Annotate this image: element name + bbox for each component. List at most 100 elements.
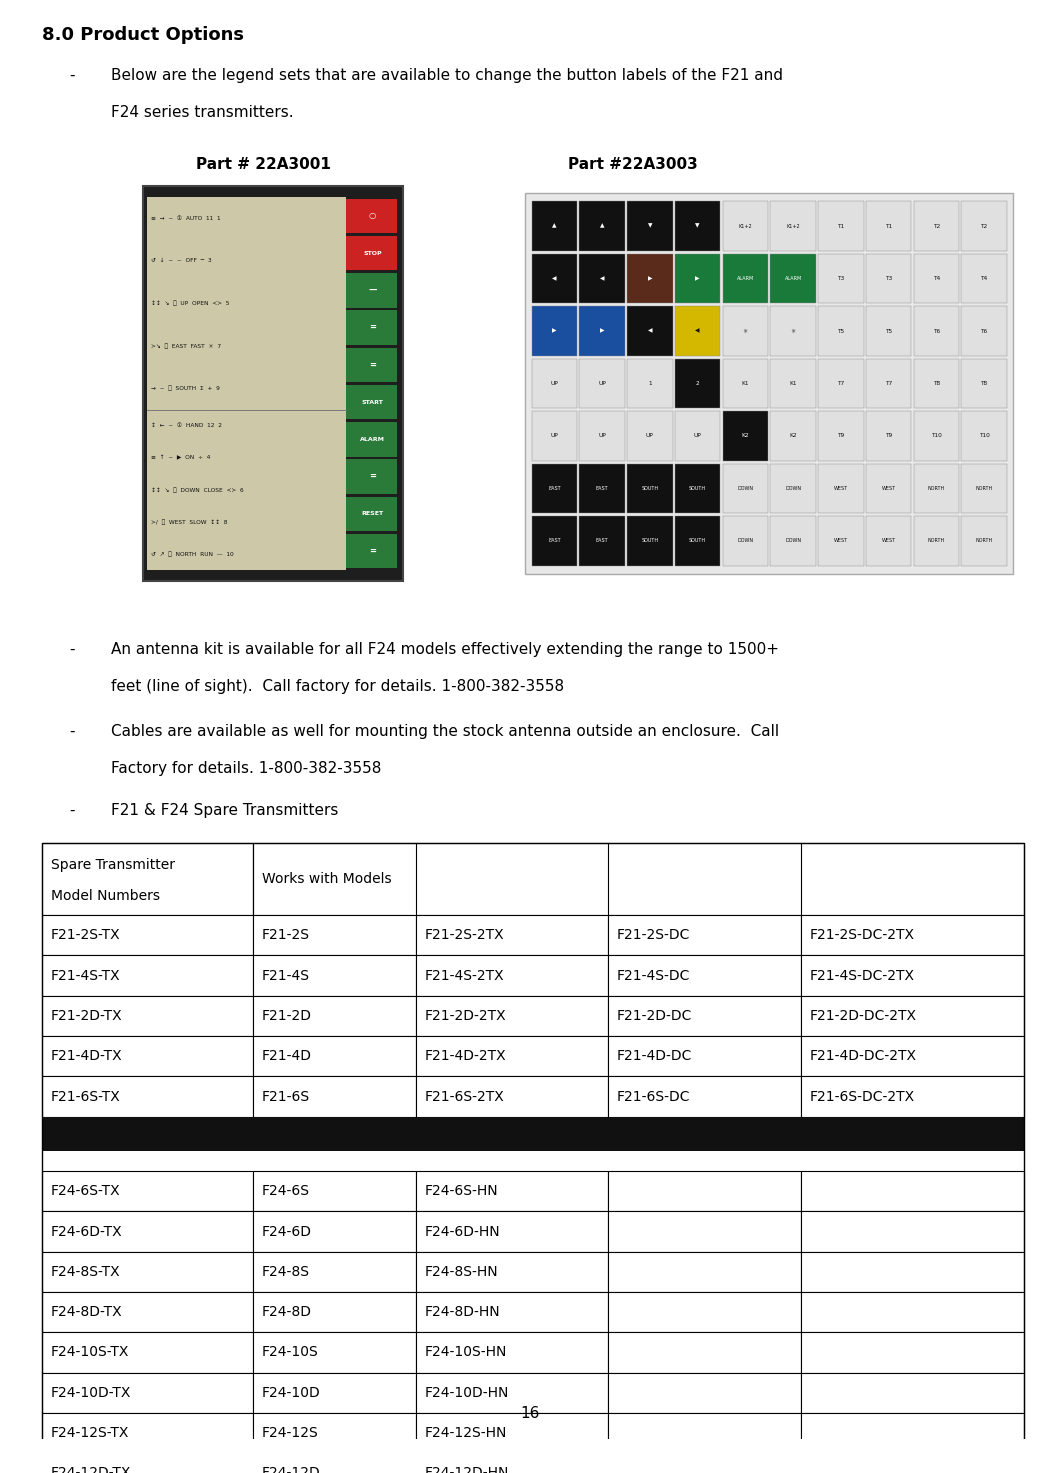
Text: F21-6S-TX: F21-6S-TX — [51, 1090, 121, 1103]
Bar — [416, 1171, 608, 1211]
Bar — [801, 956, 1024, 996]
Bar — [723, 202, 768, 250]
Bar — [532, 464, 577, 513]
Text: ◀: ◀ — [695, 328, 700, 333]
Text: F21-2D-TX: F21-2D-TX — [51, 1009, 123, 1022]
Bar — [818, 464, 864, 513]
Bar — [818, 359, 864, 408]
Text: EAST: EAST — [549, 486, 560, 491]
Bar — [42, 843, 254, 915]
Bar — [416, 1252, 608, 1292]
Bar — [818, 306, 864, 356]
Bar — [579, 202, 625, 250]
Text: T4: T4 — [980, 275, 988, 281]
Text: =: = — [369, 473, 376, 482]
Text: F24-10D-TX: F24-10D-TX — [51, 1386, 132, 1399]
Bar — [675, 359, 720, 408]
Text: T8: T8 — [980, 382, 988, 386]
Bar — [608, 1252, 801, 1292]
Text: F24-6S-HN: F24-6S-HN — [424, 1184, 498, 1198]
Text: -: - — [69, 803, 74, 818]
Text: F21-2D-2TX: F21-2D-2TX — [424, 1009, 506, 1022]
Bar — [770, 306, 816, 356]
Bar — [42, 1211, 254, 1252]
Text: ▲: ▲ — [599, 224, 605, 228]
Bar — [770, 253, 816, 303]
Bar — [579, 464, 625, 513]
Text: DOWN: DOWN — [785, 538, 801, 544]
Text: NORTH: NORTH — [975, 486, 993, 491]
Text: WEST: WEST — [882, 486, 895, 491]
Bar — [143, 186, 403, 582]
Bar — [801, 1413, 1024, 1452]
Text: ◀: ◀ — [552, 275, 557, 281]
Bar — [770, 411, 816, 461]
Text: F21-4S: F21-4S — [262, 969, 310, 982]
Text: ○: ○ — [369, 211, 376, 221]
Text: Part #22A3003: Part #22A3003 — [568, 156, 697, 172]
Bar — [770, 464, 816, 513]
Text: T3: T3 — [837, 275, 845, 281]
Bar — [770, 359, 816, 408]
Bar — [42, 1036, 254, 1077]
Bar — [579, 359, 625, 408]
Bar — [866, 411, 911, 461]
Bar — [608, 1413, 801, 1452]
Text: F24-6D: F24-6D — [262, 1224, 312, 1239]
Bar — [254, 843, 1024, 915]
Bar — [801, 1332, 1024, 1373]
Bar — [961, 411, 1007, 461]
Bar — [770, 516, 816, 566]
Text: Cables are available as well for mounting the stock antenna outside an enclosure: Cables are available as well for mountin… — [111, 723, 780, 739]
Text: F24-12D-HN: F24-12D-HN — [424, 1466, 508, 1473]
Text: =: = — [369, 361, 376, 370]
Bar — [627, 359, 673, 408]
Text: ◀: ◀ — [647, 328, 653, 333]
Bar — [254, 1036, 416, 1077]
Text: F21-2S-2TX: F21-2S-2TX — [424, 928, 504, 943]
Text: UP: UP — [598, 433, 606, 439]
Text: F24-8D-TX: F24-8D-TX — [51, 1305, 123, 1320]
Bar — [416, 1077, 608, 1117]
Text: UP: UP — [598, 382, 606, 386]
Bar — [961, 202, 1007, 250]
Bar — [532, 253, 577, 303]
Text: EAST: EAST — [549, 538, 560, 544]
Bar — [961, 464, 1007, 513]
Bar — [801, 915, 1024, 956]
Bar — [42, 1413, 254, 1452]
Bar — [416, 996, 608, 1036]
Text: An antenna kit is available for all F24 models effectively extending the range t: An antenna kit is available for all F24 … — [111, 642, 780, 657]
Text: =: = — [369, 323, 376, 331]
Text: F21-2D-DC: F21-2D-DC — [616, 1009, 692, 1022]
Bar — [532, 411, 577, 461]
Bar — [346, 273, 397, 308]
Bar — [801, 1211, 1024, 1252]
Text: -: - — [69, 68, 74, 82]
Bar — [961, 306, 1007, 356]
Text: ☼: ☼ — [790, 328, 796, 333]
Bar — [608, 956, 801, 996]
Text: ◀: ◀ — [599, 275, 605, 281]
Bar — [608, 1332, 801, 1373]
Text: EAST: EAST — [596, 486, 608, 491]
Bar — [801, 1292, 1024, 1332]
Bar — [42, 843, 1024, 1473]
Text: 8.0 Product Options: 8.0 Product Options — [42, 27, 244, 44]
Text: ≡  →  ~  ①  AUTO  11  1: ≡ → ~ ① AUTO 11 1 — [151, 217, 221, 221]
Bar — [42, 915, 254, 956]
Bar — [254, 1332, 416, 1373]
Bar — [961, 253, 1007, 303]
Text: T7: T7 — [885, 382, 892, 386]
Bar — [961, 359, 1007, 408]
Bar — [675, 464, 720, 513]
Bar — [42, 996, 254, 1036]
Text: F21-6S-2TX: F21-6S-2TX — [424, 1090, 504, 1103]
Bar — [914, 464, 959, 513]
Bar — [914, 202, 959, 250]
Text: ↕  ←  ~  ①  HAND  12  2: ↕ ← ~ ① HAND 12 2 — [151, 423, 222, 429]
Text: F21 & F24 Spare Transmitters: F21 & F24 Spare Transmitters — [111, 803, 338, 818]
Text: F24-8D: F24-8D — [262, 1305, 312, 1320]
Text: =: = — [369, 546, 376, 555]
Text: feet (line of sight).  Call factory for details. 1-800-382-3558: feet (line of sight). Call factory for d… — [111, 679, 564, 694]
